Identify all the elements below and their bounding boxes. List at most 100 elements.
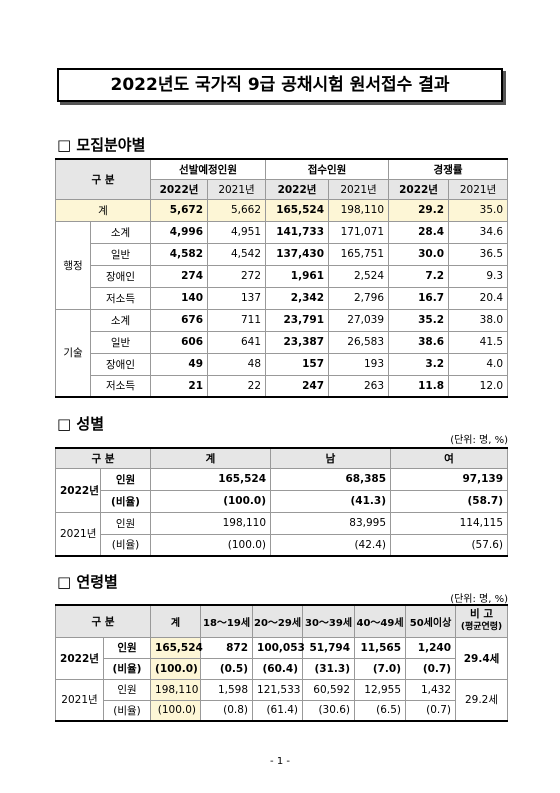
cell: 34.6 xyxy=(448,220,509,244)
cell: (0.8) xyxy=(200,699,254,722)
cell: 263 xyxy=(328,374,390,398)
cell: (58.7) xyxy=(390,489,509,513)
section-heading: □ 성별 xyxy=(57,415,104,433)
data-row: 장애인 274 272 1,961 2,524 7.2 9.3 xyxy=(56,264,509,288)
header-cell: 선발예정인원 xyxy=(150,158,267,180)
header-cell: 구 분 xyxy=(54,604,152,638)
cell: (30.6) xyxy=(302,699,356,722)
row-label: 인원 xyxy=(102,636,152,659)
page-number: - 1 - xyxy=(270,756,290,767)
row-label: (비율) xyxy=(99,489,152,513)
cell: (0.5) xyxy=(200,657,254,680)
cell: 1,240 xyxy=(405,636,457,659)
header-cell: 2021년 xyxy=(448,178,509,200)
cell: 27,039 xyxy=(328,308,390,332)
cell: 5,662 xyxy=(207,198,267,222)
cell: (61.4) xyxy=(252,699,304,722)
cell: 29.2 xyxy=(388,198,450,222)
cell: 872 xyxy=(200,636,254,659)
note-header: (평균연령) xyxy=(460,622,503,633)
cell: 137 xyxy=(207,286,267,310)
row-label: 계 xyxy=(54,198,152,222)
year-label: 2021년 xyxy=(55,678,104,722)
unit-note: (단위: 명, %) xyxy=(450,594,508,605)
cell: 97,139 xyxy=(390,467,509,491)
cell: (100.0) xyxy=(150,533,272,557)
cell: 274 xyxy=(150,264,209,288)
data-row: (비율) (100.0) (0.5) (60.4) (31.3) (7.0) (0.7) xyxy=(56,657,508,680)
cell: 7.2 xyxy=(388,264,450,288)
cell: 198,110 xyxy=(150,511,272,535)
cell: 1,598 xyxy=(200,678,254,701)
cell: (6.5) xyxy=(354,699,407,722)
cell: 2,524 xyxy=(328,264,390,288)
year-label: 2021년 xyxy=(55,511,101,557)
header-cell: 비 고 (평균연령) xyxy=(455,604,509,638)
data-row: 기술 소계 676 711 23,791 27,039 35.2 38.0 xyxy=(55,308,509,398)
header-cell: 30～39세 xyxy=(302,604,356,638)
cell: 38.0 xyxy=(448,308,509,332)
header-row: 구 분 계 18～19세 20～29세 30～39세 40～49세 50세이상 비 고 (평균연… xyxy=(54,604,509,638)
cell: (100.0) xyxy=(150,489,272,513)
unit-note: (단위: 명, %) xyxy=(450,435,508,446)
cell: 21 xyxy=(150,374,209,398)
header-cell: 2021년 xyxy=(328,178,390,200)
cell: 2,796 xyxy=(328,286,390,310)
year-label: 2022년 xyxy=(55,636,104,680)
cell: 141,733 xyxy=(265,220,330,244)
header-cell: 구 분 xyxy=(54,158,152,200)
row-label: 인원 xyxy=(102,678,152,701)
row-label: 장애인 xyxy=(89,352,152,376)
year-label: 2022년 xyxy=(55,467,101,513)
header-cell: 2022년 xyxy=(265,178,330,200)
header-cell: 20～29세 xyxy=(252,604,304,638)
cell: 12.0 xyxy=(448,374,509,398)
row-label: 인원 xyxy=(99,511,152,535)
cell: 606 xyxy=(150,330,209,354)
data-row: 일반 606 641 23,387 26,583 38.6 41.5 xyxy=(56,330,509,354)
cell: 114,115 xyxy=(390,511,509,535)
data-row: 장애인 49 48 157 193 3.2 4.0 xyxy=(56,352,509,376)
cell: 140 xyxy=(150,286,209,310)
cell: 11.8 xyxy=(388,374,450,398)
header-row: 구 분 선발예정인원 접수인원 경쟁률 xyxy=(54,158,509,200)
cell: 198,110 xyxy=(328,198,390,222)
cell: 36.5 xyxy=(448,242,509,266)
header-cell: 접수인원 xyxy=(265,158,390,180)
row-label: 소계 xyxy=(89,220,152,244)
cell: (100.0) xyxy=(150,699,202,722)
cell: (7.0) xyxy=(354,657,407,680)
data-row: 2021년 인원 198,110 83,995 114,115 xyxy=(55,511,509,557)
cell: 26,583 xyxy=(328,330,390,354)
header-row: 2022년 2021년 2022년 2021년 2022년 2021년 xyxy=(56,178,509,200)
cell: 247 xyxy=(265,374,330,398)
cell: 4,951 xyxy=(207,220,267,244)
cell: 35.2 xyxy=(388,308,450,332)
group-label: 행정 xyxy=(55,220,91,310)
table-gender: 구 분 계 남 여 2022년 인원 165,524 68,385 97,139 (비율) (100… xyxy=(54,447,509,557)
cell: (0.7) xyxy=(405,657,457,680)
data-row: 2022년 인원 165,524 68,385 97,139 xyxy=(55,467,509,513)
group-label: 기술 xyxy=(55,308,91,398)
row-label: 인원 xyxy=(99,467,152,491)
cell: 30.0 xyxy=(388,242,450,266)
row-label: 일반 xyxy=(89,330,152,354)
cell: 51,794 xyxy=(302,636,356,659)
cell: 5,672 xyxy=(150,198,209,222)
cell: 83,995 xyxy=(270,511,392,535)
cell: 272 xyxy=(207,264,267,288)
row-label: 저소득 xyxy=(89,374,152,398)
data-row: 행정 소계 4,996 4,951 141,733 171,071 28.4 34.6 xyxy=(55,220,509,310)
cell: 137,430 xyxy=(265,242,330,266)
cell: 641 xyxy=(207,330,267,354)
header-cell: 구 분 xyxy=(54,447,152,469)
section-heading: □ 모집분야별 xyxy=(57,136,146,154)
cell: 676 xyxy=(150,308,209,332)
cell: 48 xyxy=(207,352,267,376)
cell: 28.4 xyxy=(388,220,450,244)
row-label: 일반 xyxy=(89,242,152,266)
row-label: (비율) xyxy=(102,657,152,680)
cell: 41.5 xyxy=(448,330,509,354)
header-cell: 경쟁률 xyxy=(388,158,509,180)
cell: 165,524 xyxy=(265,198,330,222)
